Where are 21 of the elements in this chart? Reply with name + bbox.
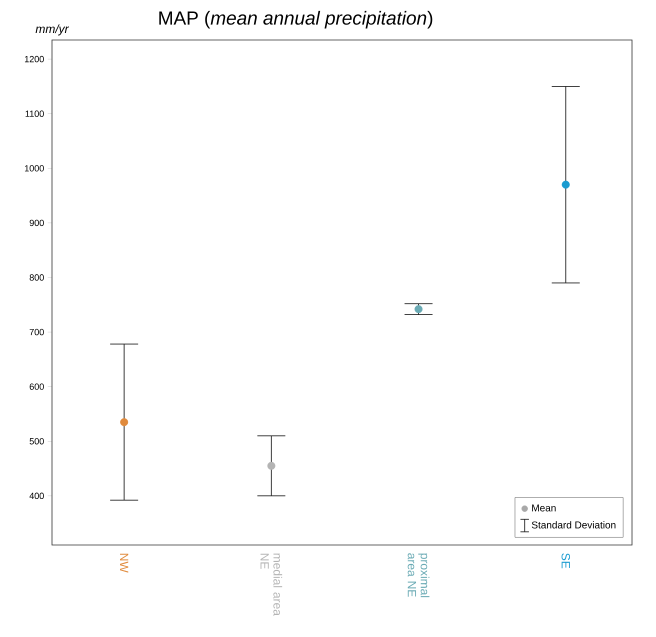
point [267, 462, 276, 470]
annotation: Standard Deviation [532, 521, 616, 528]
y-axis-title: mm/yr [36, 24, 70, 36]
x-tick-label: medial area NE [260, 554, 282, 616]
x-tick-label: NW [120, 554, 128, 573]
y-tick-label: 600 [30, 383, 44, 390]
y-tick-label: 1000 [24, 165, 44, 172]
point [562, 180, 570, 189]
y-tick-label: 1100 [26, 110, 44, 117]
y-tick-label: 500 [30, 438, 44, 444]
y-tick-label: 800 [30, 274, 44, 281]
y-tick-label: 700 [30, 328, 44, 336]
x-tick-label: proximal area NE [408, 553, 430, 598]
y-tick-label: 900 [30, 220, 44, 226]
y-tick-label: 400 [29, 492, 44, 500]
chart-title: MAP (mean annual precipitation) [159, 10, 432, 28]
legend-label: Mean [532, 504, 556, 512]
point [414, 305, 423, 314]
y-tick-label: 1200 [24, 56, 44, 62]
x-tick-label: SE [562, 553, 570, 568]
point [120, 418, 128, 426]
